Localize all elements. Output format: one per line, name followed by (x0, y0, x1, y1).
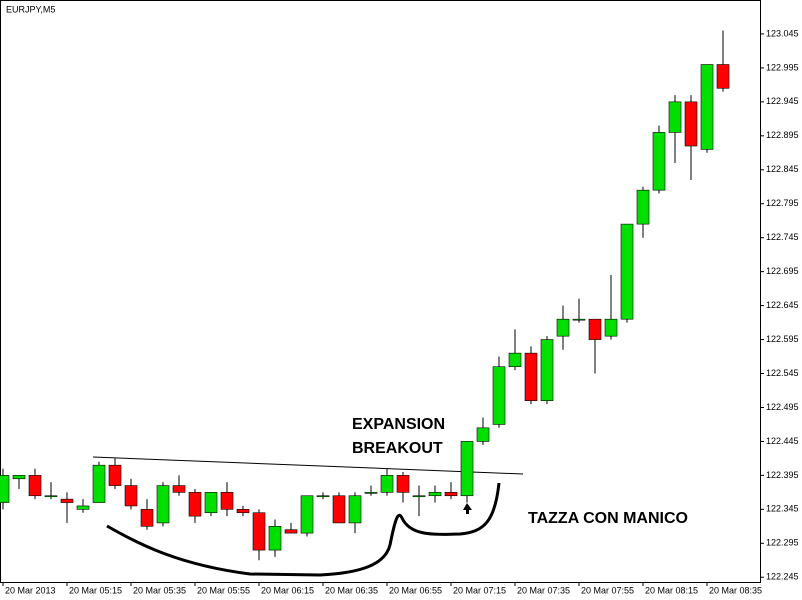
candle-body (508, 352, 522, 368)
candle-body (540, 339, 554, 401)
candle-body (60, 498, 74, 503)
candle-body (172, 485, 186, 493)
plot-frame (0, 0, 761, 583)
y-tick-label: 122.945 (766, 96, 799, 106)
candle-body (316, 495, 330, 498)
x-tick-label: 20 Mar 2013 (5, 585, 56, 595)
candle-body (556, 318, 570, 337)
x-tick-label: 20 Mar 07:35 (517, 585, 570, 595)
x-tick-label: 20 Mar 08:35 (709, 585, 762, 595)
candle-body (300, 495, 314, 534)
candle-body (348, 495, 362, 524)
candle-body (476, 427, 490, 442)
y-tick-label: 122.695 (766, 266, 799, 276)
y-tick-label: 122.445 (766, 436, 799, 446)
candle-body (460, 441, 474, 497)
y-tick-label: 122.795 (766, 198, 799, 208)
candle-body (444, 492, 458, 497)
candle-body (28, 475, 42, 497)
x-tick-label: 20 Mar 07:15 (453, 585, 506, 595)
y-tick-label: 122.395 (766, 470, 799, 480)
candle-body (636, 189, 650, 225)
x-tick-label: 20 Mar 06:55 (389, 585, 442, 595)
y-tick-label: 122.895 (766, 130, 799, 140)
candle-body (604, 318, 618, 337)
y-tick-label: 122.995 (766, 62, 799, 72)
candle-body (716, 64, 730, 89)
candle-body (44, 495, 58, 498)
x-tick-label: 20 Mar 06:15 (261, 585, 314, 595)
candle-body (396, 475, 410, 493)
candle-body (572, 318, 586, 321)
candle-body (364, 492, 378, 494)
candle-body (220, 492, 234, 510)
cup-handle-drawing (106, 482, 501, 577)
candle-body (140, 509, 154, 527)
candle-body (652, 132, 666, 191)
arrow (463, 503, 472, 514)
candle-body (188, 492, 202, 517)
trend-line (92, 456, 524, 475)
candle-body (236, 509, 250, 514)
x-tick-label: 20 Mar 05:55 (197, 585, 250, 595)
candle-body (588, 318, 602, 340)
y-tick-label: 122.245 (766, 572, 799, 582)
x-tick-label: 20 Mar 05:35 (133, 585, 186, 595)
candle-body (92, 464, 106, 503)
x-tick-label: 20 Mar 07:55 (581, 585, 634, 595)
candle-body (108, 464, 122, 486)
y-tick-label: 122.295 (766, 538, 799, 548)
candle-body (12, 475, 26, 480)
candle-body (124, 485, 138, 507)
y-tick-label: 122.645 (766, 300, 799, 310)
chart-title: EURJPY,M5 (6, 4, 55, 14)
y-tick-label: 122.345 (766, 504, 799, 514)
candle-body (268, 526, 282, 551)
y-tick-label: 122.545 (766, 368, 799, 378)
candle-body (412, 495, 426, 498)
candle-body (156, 485, 170, 524)
candle-body (204, 492, 218, 514)
x-tick-label: 20 Mar 08:15 (645, 585, 698, 595)
x-tick-label: 20 Mar 06:35 (325, 585, 378, 595)
candle-body (76, 505, 90, 510)
candle-body (620, 223, 634, 320)
candle-body (684, 101, 698, 147)
y-tick-label: 122.845 (766, 164, 799, 174)
candle-body (524, 352, 538, 401)
candle-body (380, 475, 394, 493)
annotation: TAZZA CON MANICO (528, 510, 688, 527)
y-tick-label: 122.595 (766, 334, 799, 344)
candle-body (284, 529, 298, 534)
annotation: BREAKOUT (352, 440, 443, 457)
candle-body (492, 366, 506, 425)
y-tick-label: 122.495 (766, 402, 799, 412)
x-tick-label: 20 Mar 05:15 (69, 585, 122, 595)
candle-body (0, 475, 10, 503)
candle-body (668, 101, 682, 133)
candle-body (700, 64, 714, 150)
candle-body (428, 492, 442, 497)
y-tick-label: 122.745 (766, 232, 799, 242)
candle-body (332, 495, 346, 524)
candle-body (252, 512, 266, 551)
y-tick-label: 123.045 (766, 28, 799, 38)
annotation: EXPANSION (352, 416, 445, 433)
